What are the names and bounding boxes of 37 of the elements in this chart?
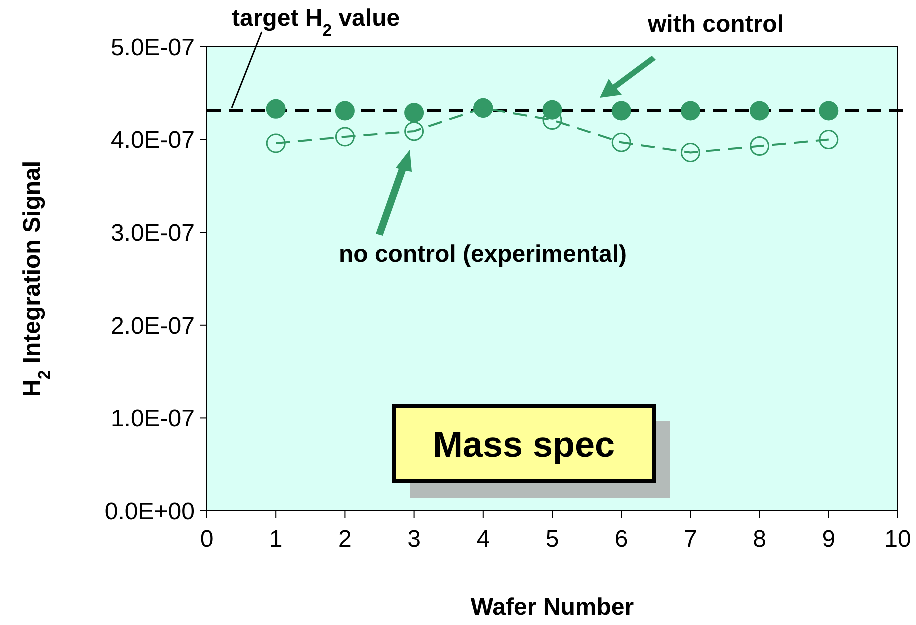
point: [680, 101, 700, 121]
point: [612, 132, 632, 152]
point: [612, 101, 632, 121]
annotation: Mass spec: [432, 424, 616, 465]
point: [266, 134, 286, 154]
point: [750, 136, 770, 156]
point: [819, 101, 839, 121]
point: [335, 127, 355, 147]
point: [335, 101, 355, 121]
x-tick-label: 2: [338, 526, 352, 553]
annotation: no control (experimental): [338, 241, 628, 268]
x-tick-label: 5: [546, 526, 560, 553]
x-tick-label: 10: [884, 526, 912, 553]
x-tick-label: 3: [408, 526, 421, 553]
point: [819, 130, 839, 150]
y-tick-label: 0.0E+00: [104, 498, 195, 526]
point: [404, 103, 424, 123]
y-tick-label: 2.0E-07: [110, 312, 195, 340]
y-tick-label: 1.0E-07: [110, 406, 195, 433]
y-tick-label: 5.0E-07: [110, 34, 195, 62]
point: [680, 143, 700, 163]
x-tick-label: 4: [476, 526, 490, 553]
ref-line-label: target H$_{2}$ value: [232, 5, 400, 40]
point: [542, 100, 562, 120]
point: [404, 122, 424, 142]
x-tick-label: 8: [753, 526, 766, 553]
x-tick-label: 0: [200, 526, 214, 553]
point: [266, 99, 286, 119]
y-tick-label: 3.0E-07: [110, 220, 195, 247]
x-tick-label: 7: [684, 526, 698, 553]
y-tick-label: 4.0E-07: [110, 127, 195, 154]
point: [750, 101, 770, 121]
x-axis-title: Wafer Number: [470, 594, 634, 621]
x-tick-label: 9: [822, 526, 836, 553]
text: with control: [647, 11, 784, 38]
x-tick-label: 6: [614, 526, 628, 553]
x-tick-label: 1: [269, 526, 283, 553]
